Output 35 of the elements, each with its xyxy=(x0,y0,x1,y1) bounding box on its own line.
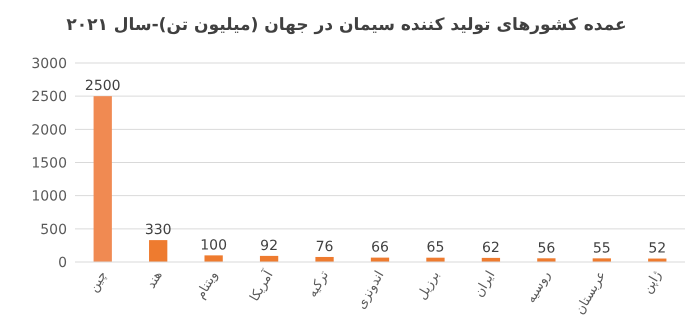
x-tick-label: ژاپن xyxy=(640,268,665,296)
y-tick-label: 500 xyxy=(40,222,67,238)
x-tick-label: چین xyxy=(86,268,110,295)
data-label: 330 xyxy=(144,222,172,238)
x-tick-label: اندونزی xyxy=(354,268,388,312)
x-tick-label: ایران xyxy=(472,268,498,300)
x-tick-label: هند xyxy=(144,268,166,292)
data-label: 56 xyxy=(537,240,556,256)
y-tick-label: 3000 xyxy=(31,56,67,72)
x-tick-label: روسیه xyxy=(524,268,554,306)
data-label: 100 xyxy=(200,237,228,254)
y-tick-label: 1000 xyxy=(31,188,67,205)
data-label: 92 xyxy=(260,238,278,254)
y-tick-label: 2000 xyxy=(31,122,67,138)
bar xyxy=(426,258,445,262)
data-label: 76 xyxy=(316,238,334,255)
bar xyxy=(204,255,223,262)
x-tick-label: عربستان xyxy=(572,268,610,318)
y-tick-label: 0 xyxy=(58,255,67,271)
data-label: 55 xyxy=(592,240,611,256)
data-label: 66 xyxy=(371,240,389,256)
bar xyxy=(94,96,112,262)
data-label: 62 xyxy=(482,240,500,256)
y-tick-label: 2500 xyxy=(31,89,67,106)
x-tick-label: ویتنام xyxy=(193,268,222,302)
x-tick-label: ترکیه xyxy=(305,268,332,300)
x-tick-label: برزیل xyxy=(414,268,443,302)
y-tick-label: 1500 xyxy=(31,156,67,172)
data-label: 2500 xyxy=(84,78,121,94)
bar xyxy=(149,240,168,262)
x-tick-label: آمریکا xyxy=(246,266,278,304)
data-label: 52 xyxy=(648,240,666,257)
chart-title: عمده کشورهای تولید کننده سیمان در جهان (میلیون تن)-سال ۲۰۲۱ xyxy=(66,15,627,35)
bar xyxy=(370,258,390,262)
data-label: 65 xyxy=(426,240,444,256)
